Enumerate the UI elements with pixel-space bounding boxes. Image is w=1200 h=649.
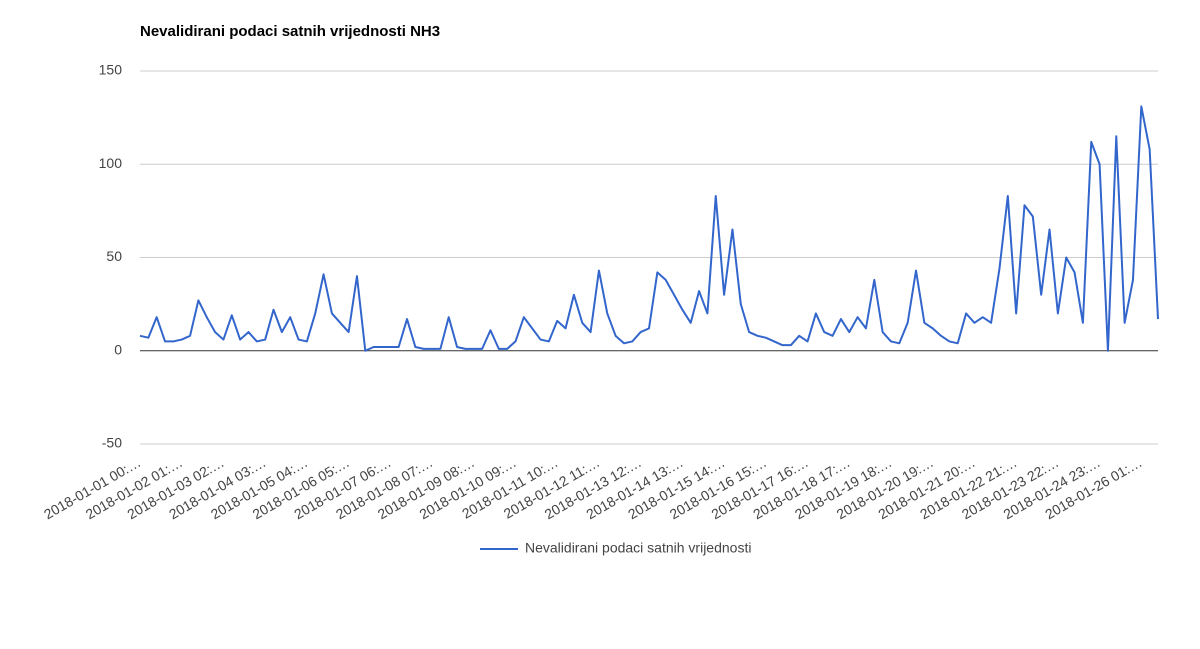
y-tick-label: 100	[99, 155, 123, 171]
chart-title: Nevalidirani podaci satnih vrijednosti N…	[140, 23, 440, 40]
y-tick-label: 0	[114, 341, 122, 357]
y-tick-label: -50	[102, 435, 122, 451]
line	[139, 105, 1159, 352]
legend-label: Nevalidirani podaci satnih vrijednosti	[525, 540, 751, 556]
y-tick-label: 150	[99, 62, 123, 78]
y-tick-label: 50	[106, 248, 122, 264]
